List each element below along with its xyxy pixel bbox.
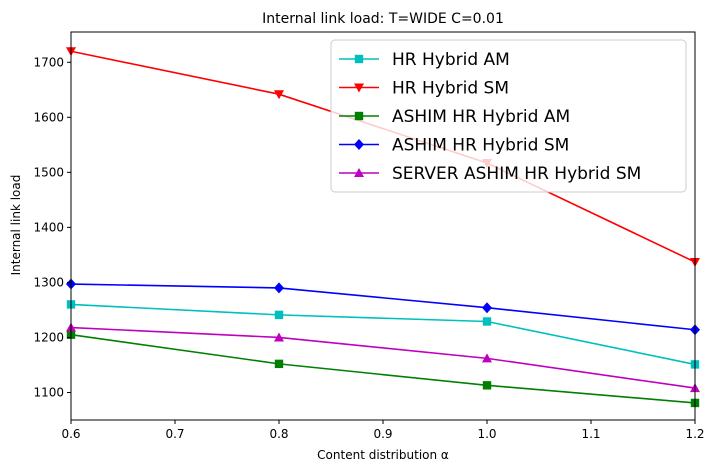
legend-label: SERVER ASHIM HR Hybrid SM (392, 164, 641, 184)
x-tick-label: 0.9 (373, 427, 392, 441)
legend-entry: HR Hybrid AM (339, 50, 510, 70)
y-tick-label: 1400 (33, 220, 64, 234)
x-tick-label: 0.6 (61, 427, 80, 441)
legend-marker (354, 83, 364, 93)
data-point (274, 90, 284, 100)
x-tick-label: 0.7 (165, 427, 184, 441)
legend-label: ASHIM HR Hybrid AM (392, 107, 570, 127)
data-point (482, 353, 492, 363)
legend-marker (354, 139, 364, 150)
plot-frame (70, 31, 696, 421)
series-line (70, 283, 696, 331)
legend-box (330, 39, 687, 193)
series-4 (66, 322, 700, 393)
y-tick-label: 1200 (33, 330, 64, 344)
x-tick-label: 1.2 (685, 427, 704, 441)
data-point (482, 302, 492, 314)
legend-marker (354, 111, 364, 121)
x-tick-label: 1.0 (477, 427, 496, 441)
legend-marker (354, 168, 364, 177)
data-point (274, 310, 284, 320)
legend-marker (354, 54, 364, 64)
data-point (274, 282, 284, 294)
series-line (70, 303, 696, 366)
chart-title: Internal link load: T=WIDE C=0.01 (262, 11, 504, 27)
legend-label: HR Hybrid AM (392, 50, 510, 70)
legend-entry: HR Hybrid SM (339, 79, 509, 99)
y-tick-label: 1500 (33, 165, 64, 179)
y-axis-label: Internal link load (9, 175, 23, 276)
x-tick-label: 0.8 (269, 427, 288, 441)
data-point (274, 332, 284, 342)
legend-label: HR Hybrid SM (392, 79, 509, 99)
y-tick-label: 1700 (33, 55, 64, 69)
series-layer (66, 47, 700, 408)
y-tick-label: 1100 (33, 385, 64, 399)
legend-label: ASHIM HR Hybrid SM (392, 136, 569, 156)
series-0 (66, 300, 700, 369)
series-line (70, 333, 696, 404)
ticks-layer: 0.6 0.7 0.8 0.9 1.0 1.1 1.2 1100 1200 1300 1400 150… (33, 55, 704, 441)
data-point (482, 381, 492, 390)
series-line (70, 326, 696, 389)
x-tick-label: 1.1 (581, 427, 600, 441)
legend-entry: SERVER ASHIM HR Hybrid SM (339, 164, 641, 184)
x-axis-label: Content distribution α (317, 448, 449, 462)
legend-entry: ASHIM HR Hybrid SM (339, 136, 569, 156)
legend-entry: ASHIM HR Hybrid AM (339, 107, 570, 127)
series-3 (66, 278, 700, 336)
y-tick-label: 1300 (33, 275, 64, 289)
data-point (274, 359, 284, 369)
y-tick-label: 1600 (33, 110, 64, 124)
data-point (482, 317, 492, 326)
series-2 (66, 330, 700, 408)
legend: HR Hybrid AM HR Hybrid SM ASHIM HR Hybrid … (330, 39, 687, 193)
